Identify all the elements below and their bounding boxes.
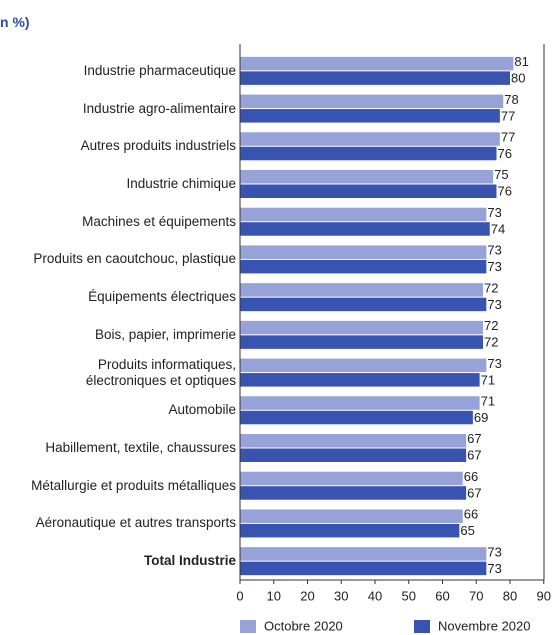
- bar: [240, 434, 467, 448]
- bar: [240, 335, 483, 349]
- category-label: Habillement, textile, chaussures: [45, 440, 236, 455]
- category-label: Bois, papier, imprimerie: [94, 326, 236, 342]
- bar: [240, 245, 487, 259]
- category-label: Autres produits industriels: [80, 138, 236, 154]
- bar: [240, 222, 490, 236]
- legend-swatch: [414, 620, 430, 633]
- value-label: 71: [481, 372, 495, 387]
- bar: [240, 410, 473, 425]
- bar: [240, 320, 483, 335]
- bar: [240, 448, 467, 462]
- category-label: Industrie pharmaceutique: [83, 62, 236, 78]
- x-tick-label: 50: [402, 588, 416, 603]
- x-tick-label: 80: [503, 588, 517, 603]
- bar: [240, 561, 487, 576]
- category-label: Automobile: [168, 402, 236, 418]
- category-label: Machines et équipements: [82, 213, 236, 229]
- x-tick-label: 30: [334, 588, 348, 603]
- bar: [240, 283, 483, 297]
- x-tick-label: 0: [236, 588, 243, 603]
- value-label: 73: [487, 259, 501, 274]
- value-label: 72: [484, 335, 498, 350]
- value-label: 77: [501, 108, 515, 123]
- bar: [240, 207, 487, 222]
- bar: [240, 259, 487, 274]
- value-label: 67: [467, 485, 481, 500]
- category-label: Équipements électriques: [88, 289, 236, 305]
- bar: [240, 523, 460, 538]
- value-label: 73: [487, 205, 501, 220]
- value-label: 66: [464, 469, 478, 484]
- x-tick-label: 40: [368, 588, 382, 603]
- bar: [240, 184, 497, 198]
- value-label: 72: [484, 280, 498, 295]
- value-label: 78: [504, 92, 518, 107]
- value-label: 65: [460, 523, 474, 538]
- category-label: Industrie agro-alimentaire: [82, 100, 236, 116]
- bar: [240, 547, 487, 561]
- x-tick-label: 10: [267, 588, 281, 603]
- value-label: 73: [487, 544, 501, 559]
- bar: [240, 56, 514, 71]
- value-label: 75: [494, 167, 508, 182]
- legend-label: Novembre 2020: [438, 618, 531, 633]
- bar: [240, 358, 487, 373]
- value-label: 73: [487, 356, 501, 371]
- value-label: 67: [467, 431, 481, 446]
- value-label: 73: [487, 243, 501, 258]
- bar: [240, 109, 500, 123]
- subtitle: n %): [0, 14, 30, 30]
- category-label: Produits informatiques, électroniques et…: [85, 356, 236, 388]
- value-label: 80: [511, 71, 525, 86]
- value-label: 67: [467, 448, 481, 463]
- value-label: 73: [487, 297, 501, 312]
- legend-label: Octobre 2020: [264, 618, 343, 633]
- x-tick-label: 90: [537, 588, 551, 603]
- value-label: 77: [501, 129, 515, 144]
- value-label: 66: [464, 507, 478, 522]
- bar: [240, 373, 480, 387]
- category-label: Total Industrie: [143, 553, 236, 569]
- x-tick-label: 20: [300, 588, 314, 603]
- bar: [240, 146, 497, 161]
- legend-swatch: [240, 620, 256, 633]
- x-tick-label: 60: [435, 588, 449, 603]
- bar: [240, 71, 510, 85]
- bar: [240, 297, 487, 312]
- value-label: 74: [491, 221, 505, 236]
- bar: [240, 471, 463, 486]
- bar: [240, 132, 500, 146]
- value-label: 81: [514, 54, 528, 69]
- category-label: Métallurgie et produits métalliques: [31, 477, 236, 493]
- value-label: 73: [487, 561, 501, 576]
- value-label: 71: [481, 393, 495, 408]
- value-label: 72: [484, 318, 498, 333]
- bar: [240, 396, 480, 410]
- category-label: Industrie chimique: [126, 176, 236, 191]
- category-label: Aéronautique et autres transports: [35, 515, 236, 531]
- bar: [240, 94, 504, 109]
- bar: [240, 170, 494, 184]
- bar: [240, 509, 463, 523]
- bar: [240, 486, 467, 500]
- category-label: Produits en caoutchouc, plastique: [33, 251, 236, 267]
- value-label: 76: [498, 146, 512, 161]
- value-label: 76: [498, 184, 512, 199]
- value-label: 69: [474, 410, 488, 425]
- x-tick-label: 70: [469, 588, 483, 603]
